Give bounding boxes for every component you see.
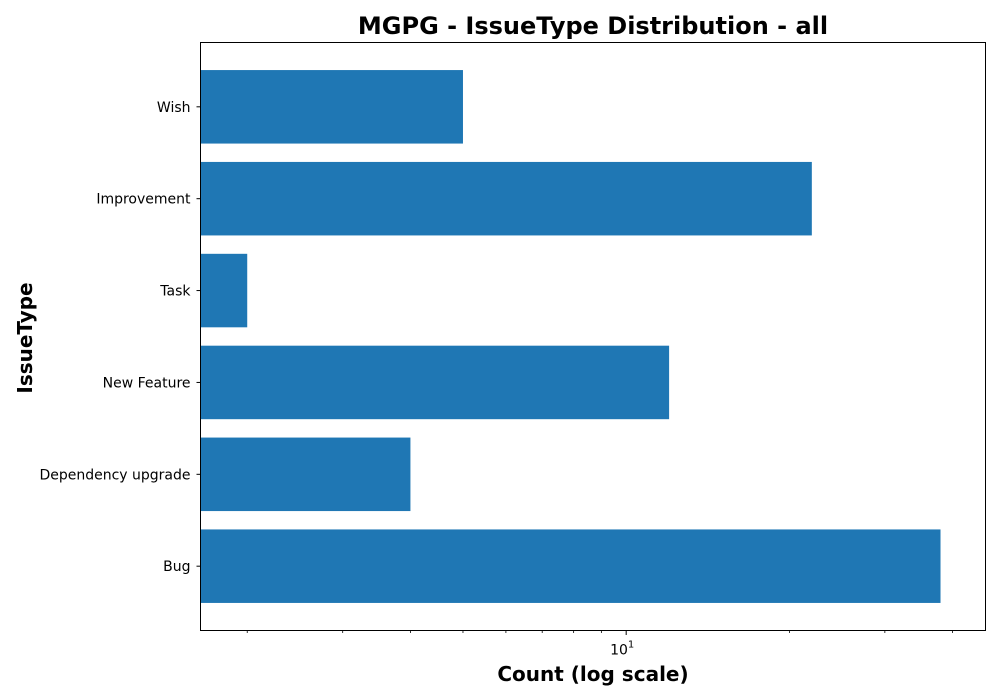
bar-new-feature (200, 345, 670, 420)
y-tick-label: New Feature (103, 375, 191, 391)
bar-wish (200, 70, 463, 144)
y-tick-label: Dependency upgrade (39, 467, 190, 483)
bar-bug (200, 529, 941, 603)
x-tick-label: 101 (610, 640, 634, 659)
x-ticks-group: 101 (246, 630, 953, 659)
y-tick-label: Task (159, 284, 191, 300)
bar-dependency-upgrade (200, 437, 411, 512)
y-tick-label: Wish (157, 100, 191, 116)
y-ticks-group: Bug Dependency upgrade New Feature Task Impr… (39, 100, 201, 575)
x-axis-label: Count (log scale) (497, 662, 688, 686)
y-tick-label: Improvement (96, 192, 191, 208)
plot-frame (200, 42, 986, 631)
y-axis-label: IssueType (13, 282, 37, 393)
bar-task (200, 253, 248, 328)
bars-group (200, 70, 941, 603)
y-tick-label: Bug (163, 559, 190, 575)
chart-title: MGPG - IssueType Distribution - all (358, 12, 828, 40)
bar-improvement (200, 161, 812, 236)
